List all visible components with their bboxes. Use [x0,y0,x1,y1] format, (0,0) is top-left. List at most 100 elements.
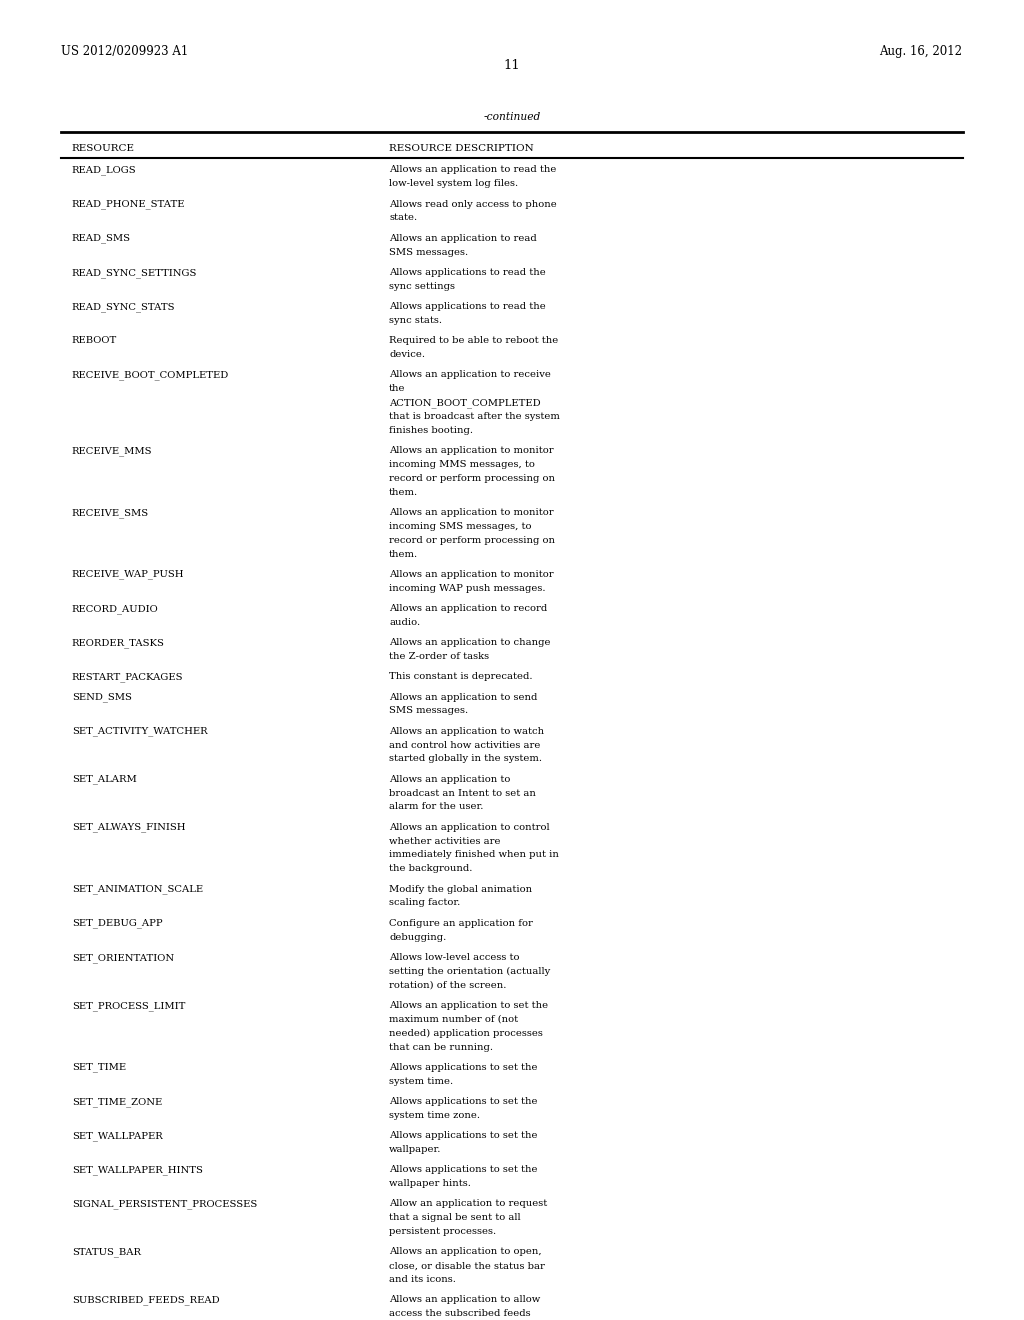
Text: READ_SMS: READ_SMS [72,234,131,243]
Text: STATUS_BAR: STATUS_BAR [72,1247,140,1257]
Text: access the subscribed feeds: access the subscribed feeds [389,1309,530,1319]
Text: Allows an application to receive: Allows an application to receive [389,371,551,379]
Text: Allows an application to open,: Allows an application to open, [389,1247,542,1257]
Text: device.: device. [389,350,425,359]
Text: -continued: -continued [483,112,541,121]
Text: Allows an application to read the: Allows an application to read the [389,165,556,174]
Text: sync stats.: sync stats. [389,315,442,325]
Text: SET_ALARM: SET_ALARM [72,775,136,784]
Text: whether activities are: whether activities are [389,837,501,846]
Text: Allows applications to set the: Allows applications to set the [389,1097,538,1106]
Text: Allows an application to record: Allows an application to record [389,605,548,612]
Text: that can be running.: that can be running. [389,1043,494,1052]
Text: US 2012/0209923 A1: US 2012/0209923 A1 [61,45,188,58]
Text: that is broadcast after the system: that is broadcast after the system [389,412,560,421]
Text: READ_LOGS: READ_LOGS [72,165,136,176]
Text: Allows an application to monitor: Allows an application to monitor [389,508,554,517]
Text: SET_ACTIVITY_WATCHER: SET_ACTIVITY_WATCHER [72,727,207,737]
Text: Allows applications to read the: Allows applications to read the [389,268,546,277]
Text: RESOURCE DESCRIPTION: RESOURCE DESCRIPTION [389,144,534,153]
Text: alarm for the user.: alarm for the user. [389,803,483,812]
Text: them.: them. [389,549,418,558]
Text: broadcast an Intent to set an: broadcast an Intent to set an [389,788,536,797]
Text: Allows applications to set the: Allows applications to set the [389,1166,538,1175]
Text: the: the [389,384,406,393]
Text: Allows applications to set the: Allows applications to set the [389,1063,538,1072]
Text: SET_TIME: SET_TIME [72,1063,126,1072]
Text: RESTART_PACKAGES: RESTART_PACKAGES [72,672,183,682]
Text: SET_ANIMATION_SCALE: SET_ANIMATION_SCALE [72,884,203,894]
Text: ACTION_BOOT_COMPLETED: ACTION_BOOT_COMPLETED [389,399,541,408]
Text: READ_SYNC_SETTINGS: READ_SYNC_SETTINGS [72,268,197,277]
Text: incoming SMS messages, to: incoming SMS messages, to [389,521,531,531]
Text: wallpaper hints.: wallpaper hints. [389,1179,471,1188]
Text: Modify the global animation: Modify the global animation [389,884,532,894]
Text: RECEIVE_SMS: RECEIVE_SMS [72,508,148,517]
Text: finishes booting.: finishes booting. [389,426,473,434]
Text: incoming MMS messages, to: incoming MMS messages, to [389,459,535,469]
Text: SMS messages.: SMS messages. [389,706,468,715]
Text: low-level system log files.: low-level system log files. [389,180,518,189]
Text: Allows an application to monitor: Allows an application to monitor [389,570,554,578]
Text: and its icons.: and its icons. [389,1275,456,1284]
Text: SET_WALLPAPER_HINTS: SET_WALLPAPER_HINTS [72,1166,203,1175]
Text: This constant is deprecated.: This constant is deprecated. [389,672,532,681]
Text: SET_PROCESS_LIMIT: SET_PROCESS_LIMIT [72,1001,185,1011]
Text: record or perform processing on: record or perform processing on [389,536,555,545]
Text: Allow an application to request: Allow an application to request [389,1200,548,1208]
Text: SUBSCRIBED_FEEDS_READ: SUBSCRIBED_FEEDS_READ [72,1295,219,1305]
Text: Allows an application to allow: Allows an application to allow [389,1295,541,1304]
Text: SET_TIME_ZONE: SET_TIME_ZONE [72,1097,162,1106]
Text: and control how activities are: and control how activities are [389,741,541,750]
Text: Allows an application to: Allows an application to [389,775,511,784]
Text: them.: them. [389,487,418,496]
Text: Aug. 16, 2012: Aug. 16, 2012 [880,45,963,58]
Text: sync settings: sync settings [389,281,455,290]
Text: wallpaper.: wallpaper. [389,1144,441,1154]
Text: SET_DEBUG_APP: SET_DEBUG_APP [72,919,163,928]
Text: record or perform processing on: record or perform processing on [389,474,555,483]
Text: Configure an application for: Configure an application for [389,919,534,928]
Text: close, or disable the status bar: close, or disable the status bar [389,1262,545,1270]
Text: Allows an application to set the: Allows an application to set the [389,1001,548,1010]
Text: REBOOT: REBOOT [72,337,117,345]
Text: immediately finished when put in: immediately finished when put in [389,850,559,859]
Text: Allows low-level access to: Allows low-level access to [389,953,519,962]
Text: READ_PHONE_STATE: READ_PHONE_STATE [72,199,185,210]
Text: system time.: system time. [389,1077,454,1085]
Text: started globally in the system.: started globally in the system. [389,755,542,763]
Text: Allows an application to watch: Allows an application to watch [389,727,544,735]
Text: SET_ALWAYS_FINISH: SET_ALWAYS_FINISH [72,822,185,833]
Text: the Z-order of tasks: the Z-order of tasks [389,652,489,661]
Text: RECORD_AUDIO: RECORD_AUDIO [72,605,159,614]
Text: Allows an application to monitor: Allows an application to monitor [389,446,554,455]
Text: REORDER_TASKS: REORDER_TASKS [72,638,165,648]
Text: SET_WALLPAPER: SET_WALLPAPER [72,1131,163,1140]
Text: system time zone.: system time zone. [389,1111,480,1119]
Text: rotation) of the screen.: rotation) of the screen. [389,981,507,990]
Text: the background.: the background. [389,865,472,874]
Text: SET_ORIENTATION: SET_ORIENTATION [72,953,174,962]
Text: READ_SYNC_STATS: READ_SYNC_STATS [72,302,175,312]
Text: Required to be able to reboot the: Required to be able to reboot the [389,337,558,345]
Text: RESOURCE: RESOURCE [72,144,135,153]
Text: debugging.: debugging. [389,933,446,941]
Text: audio.: audio. [389,618,420,627]
Text: 11: 11 [504,58,520,71]
Text: incoming WAP push messages.: incoming WAP push messages. [389,583,546,593]
Text: persistent processes.: persistent processes. [389,1228,497,1236]
Text: scaling factor.: scaling factor. [389,899,461,907]
Text: Allows an application to read: Allows an application to read [389,234,537,243]
Text: SEND_SMS: SEND_SMS [72,693,131,702]
Text: RECEIVE_MMS: RECEIVE_MMS [72,446,153,455]
Text: SMS messages.: SMS messages. [389,248,468,256]
Text: Allows applications to read the: Allows applications to read the [389,302,546,312]
Text: that a signal be sent to all: that a signal be sent to all [389,1213,521,1222]
Text: Allows an application to control: Allows an application to control [389,822,550,832]
Text: Allows an application to change: Allows an application to change [389,638,551,647]
Text: Allows applications to set the: Allows applications to set the [389,1131,538,1140]
Text: setting the orientation (actually: setting the orientation (actually [389,966,550,975]
Text: needed) application processes: needed) application processes [389,1028,543,1038]
Text: RECEIVE_BOOT_COMPLETED: RECEIVE_BOOT_COMPLETED [72,371,229,380]
Text: SIGNAL_PERSISTENT_PROCESSES: SIGNAL_PERSISTENT_PROCESSES [72,1200,257,1209]
